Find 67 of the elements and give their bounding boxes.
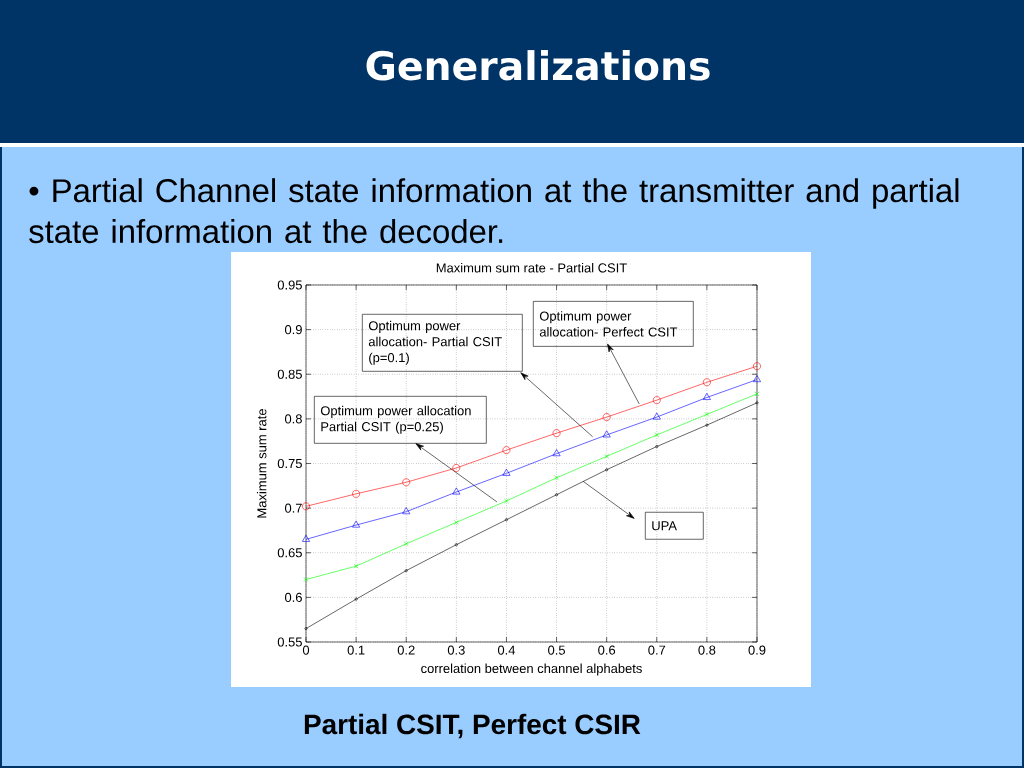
text: Generalizations	[366, 50, 710, 81]
y-tick-label: 0.95	[277, 280, 302, 290]
point	[654, 432, 660, 438]
point	[404, 569, 408, 573]
y-tick-label: 0.65	[277, 548, 302, 558]
point	[605, 468, 609, 472]
point	[452, 464, 461, 472]
x-tick-label: 0.4	[497, 645, 516, 655]
point	[303, 577, 309, 582]
text: • Partial Channel state information at the transmitter and partial state information at the decoder.	[29, 178, 959, 244]
y-tick-label: 0.75	[277, 458, 302, 469]
y-axis-title: Maximum sum rate	[256, 409, 267, 518]
point	[552, 449, 561, 457]
point	[453, 519, 459, 525]
point	[402, 507, 411, 515]
point	[702, 392, 711, 400]
annotation: Optimum power allocation- Partial CSIT (p=0.1)	[368, 320, 502, 365]
point	[753, 362, 761, 371]
y-tick-label: 0.8	[284, 414, 302, 424]
point	[602, 430, 611, 438]
point	[402, 478, 411, 487]
annotation: Optimum power allocation Partial CSIT (p=0.25)	[320, 405, 471, 434]
x-tick-label: 0.9	[748, 645, 766, 655]
x-tick-label: 0.2	[397, 645, 415, 655]
point	[602, 413, 611, 421]
x-tick-label: 0.6	[598, 645, 616, 655]
point	[504, 498, 509, 504]
point	[754, 391, 760, 397]
point	[502, 446, 511, 455]
point	[403, 541, 409, 547]
y-tick-label: 0.6	[284, 592, 302, 602]
point	[353, 563, 359, 569]
chart-title: Maximum sum rate - Partial CSIT	[436, 262, 627, 273]
point	[352, 489, 361, 498]
y-tick-label: 0.85	[277, 369, 302, 379]
point	[704, 411, 710, 417]
x-tick-label: 0	[302, 645, 310, 655]
point	[302, 502, 310, 511]
point	[702, 378, 711, 387]
point	[452, 487, 461, 495]
point	[652, 396, 661, 405]
annotation: UPA	[652, 521, 677, 531]
point	[302, 534, 310, 542]
y-tick-label: 0.55	[277, 637, 302, 647]
point	[655, 445, 659, 449]
point	[554, 475, 559, 481]
text: Partial CSIT, Perfect CSIR	[304, 713, 641, 739]
point	[552, 429, 561, 438]
x-tick-label: 0.8	[698, 645, 716, 655]
point	[354, 597, 358, 601]
x-tick-label: 0.3	[447, 645, 465, 655]
x-tick-label: 0.1	[347, 645, 365, 655]
point	[705, 423, 709, 427]
point	[604, 453, 610, 459]
point	[502, 468, 511, 476]
point	[652, 412, 661, 420]
point	[352, 520, 361, 528]
point	[555, 493, 559, 497]
y-tick-label: 0.7	[284, 503, 302, 513]
y-tick-label: 0.9	[284, 325, 302, 335]
x-tick-label: 0.5	[548, 645, 566, 655]
point	[753, 375, 761, 382]
point	[504, 518, 508, 522]
x-axis-title: correlation between channel alphabets	[421, 663, 642, 676]
point	[454, 543, 458, 547]
x-tick-label: 0.7	[648, 645, 666, 655]
annotation: Optimum power allocation- Perfect CSIT	[539, 311, 678, 337]
